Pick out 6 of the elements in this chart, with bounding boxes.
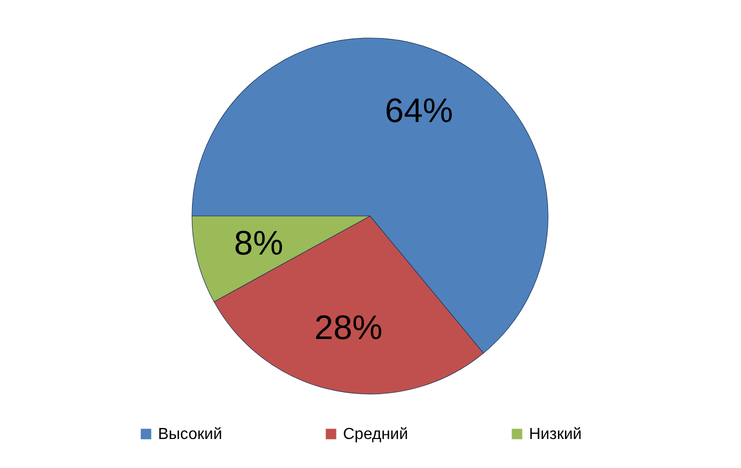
legend-label: Низкий xyxy=(529,426,582,443)
legend-label: Средний xyxy=(343,426,408,443)
data-label: 28% xyxy=(314,308,382,347)
data-label: 8% xyxy=(234,224,284,263)
data-label: 64% xyxy=(384,92,453,130)
legend-label: Высокий xyxy=(158,426,222,443)
